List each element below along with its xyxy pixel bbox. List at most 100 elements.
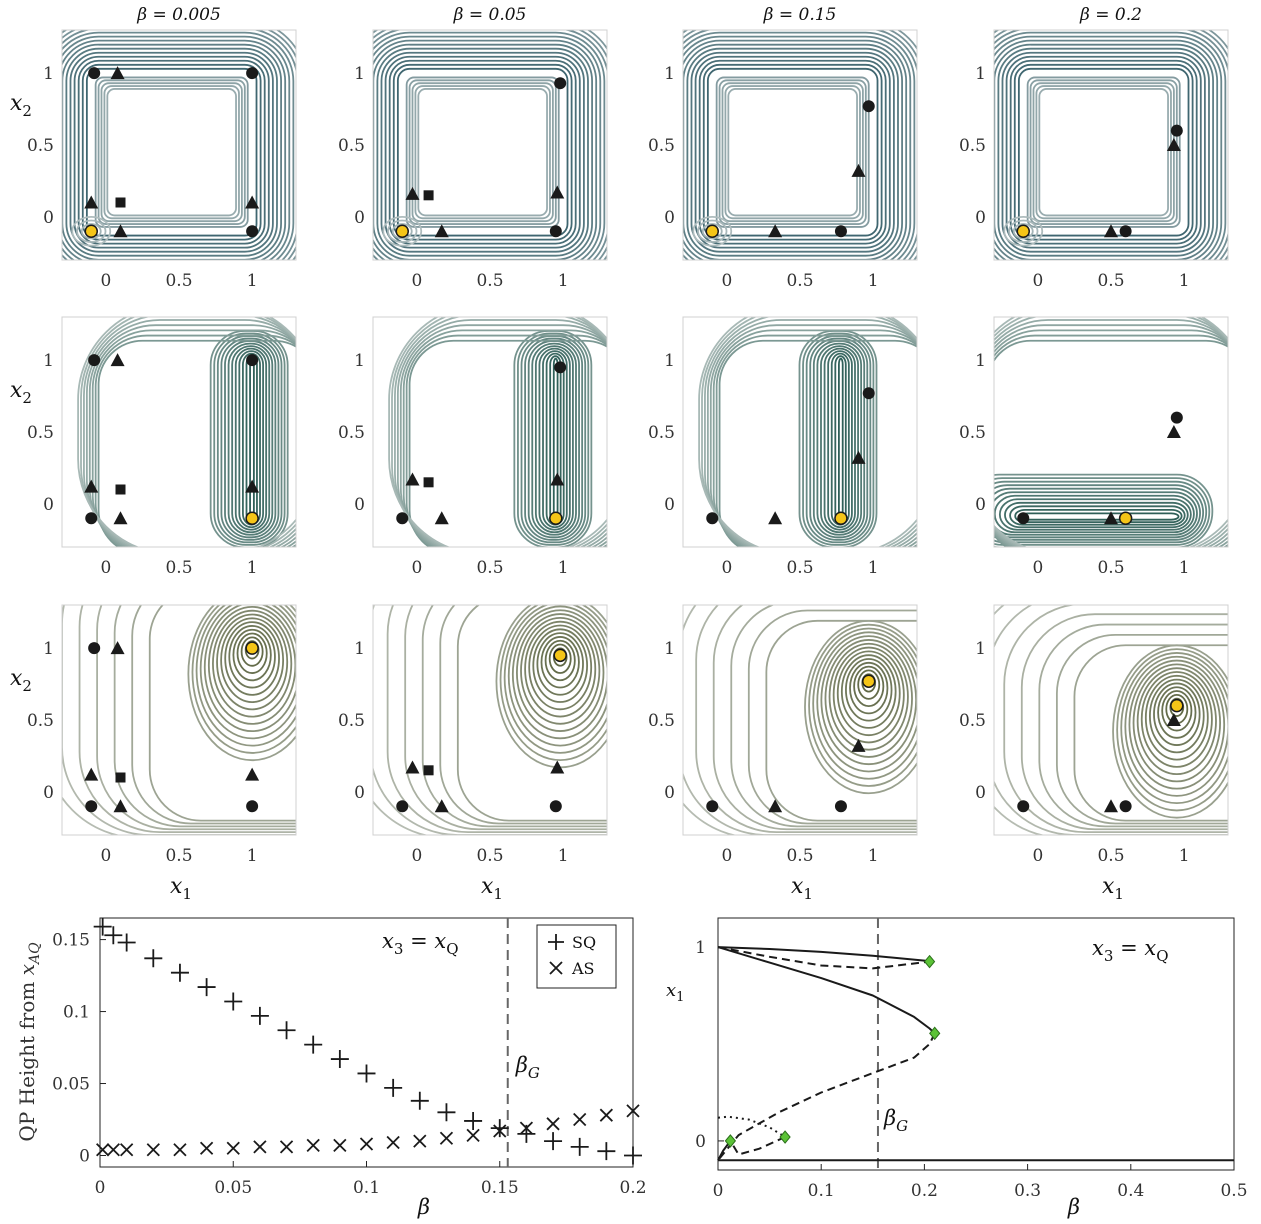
contour-line [199,605,296,740]
x-tick-label: 0 [1032,558,1043,578]
triangle-marker [405,472,420,486]
contour-lines [994,30,1228,260]
y-tick-label: 1 [664,351,675,371]
as-point [279,1140,294,1154]
beta-g-label: βG [515,1053,540,1082]
contour-line [456,605,607,822]
contour-line [62,35,291,260]
triangle-marker [1104,799,1118,813]
contour-line [1014,508,1183,524]
fold-point [779,1130,791,1144]
contour-line [516,613,605,732]
contour-line [836,650,901,737]
contour-line [94,76,249,228]
contour-panel: 0 0 0.5 0.5 1 1 [27,316,297,578]
x-tick-label: 0.15 [481,1178,519,1198]
sq-point [104,926,123,945]
triangle-marker [1104,511,1118,525]
x-tick-label: 0 [95,1178,106,1198]
y-tick-label: 0 [354,495,365,515]
as-point [96,1143,110,1157]
contour-line [391,223,413,240]
contour-line [228,625,276,689]
contour-line [220,617,285,704]
contour-line [1003,215,1044,247]
x-tick-label: 0.3 [1014,1181,1041,1201]
contour-line [388,59,577,245]
contour-line [402,329,607,547]
minimum-marker [549,511,563,525]
y-tick-label: 1 [354,64,365,84]
as-point [546,1117,560,1131]
contour-line [747,609,917,825]
branch-dashed [729,1136,786,1156]
contour-line [88,324,296,547]
contour-line [76,219,107,243]
contour-line [853,665,885,708]
contour-line [1003,605,1228,834]
contour-line [524,337,584,541]
contour-line [524,620,597,718]
y-tick-label: 1 [695,938,706,958]
minimum-marker [84,224,98,238]
contour-line [91,329,296,547]
contour-line [405,76,560,228]
contour-line [1161,690,1193,732]
sq-point [117,933,136,952]
x-tick-label: 0.5 [786,558,813,578]
contour-line [994,473,1214,547]
x-tick-label: 1 [1179,558,1190,578]
y-tick-label: 1 [975,64,986,84]
panel-frame [682,604,918,836]
x-tick-label: 1 [868,558,879,578]
x-tick-label: 0.5 [165,558,192,578]
contour-line [234,347,268,531]
y-tick-label: 1 [354,351,365,371]
contour-line [552,357,559,521]
contour-line [73,55,270,249]
circle-marker [834,225,847,238]
panel-frame [682,316,918,548]
contour-line [702,63,883,241]
square-marker [423,190,434,201]
x-tick-label: 0 [411,271,422,291]
contour-line [712,605,917,831]
contour-line [203,605,296,733]
contour-line [80,223,102,240]
triangle-marker [434,799,449,813]
circle-marker [85,512,98,525]
y-axis-label: x2 [10,91,32,120]
x-tick-label: 0.5 [165,846,192,866]
square-marker [423,477,434,488]
sq-point [490,1119,509,1138]
triangle-marker [110,66,125,80]
y-tick-label: 0 [975,783,986,803]
as-point [413,1134,427,1148]
circle-marker [246,800,259,813]
sq-point [144,949,163,968]
circle-marker [1170,411,1183,424]
contour-line [994,484,1205,541]
contour-line [517,332,590,546]
legend-sq-marker [548,934,564,950]
contour-line [849,661,889,715]
contour-line [388,317,607,547]
y-tick-label: 0 [664,495,675,515]
panel-frame [372,316,608,548]
contour-line [62,39,287,260]
contour-line [695,605,917,834]
x-tick-label: 0.5 [476,271,503,291]
contour-line [692,215,733,247]
contour-line [1008,219,1039,243]
contour-lines [683,605,917,835]
branch-solid [717,946,936,1035]
contour-line [532,628,589,703]
triangle-marker [434,224,449,238]
contour-line [994,35,1223,260]
contour-line [857,669,881,700]
contour-line [384,55,581,249]
contour-line [69,51,274,253]
legend-box [536,924,617,989]
contour-line [373,35,602,260]
circle-marker [554,77,567,90]
